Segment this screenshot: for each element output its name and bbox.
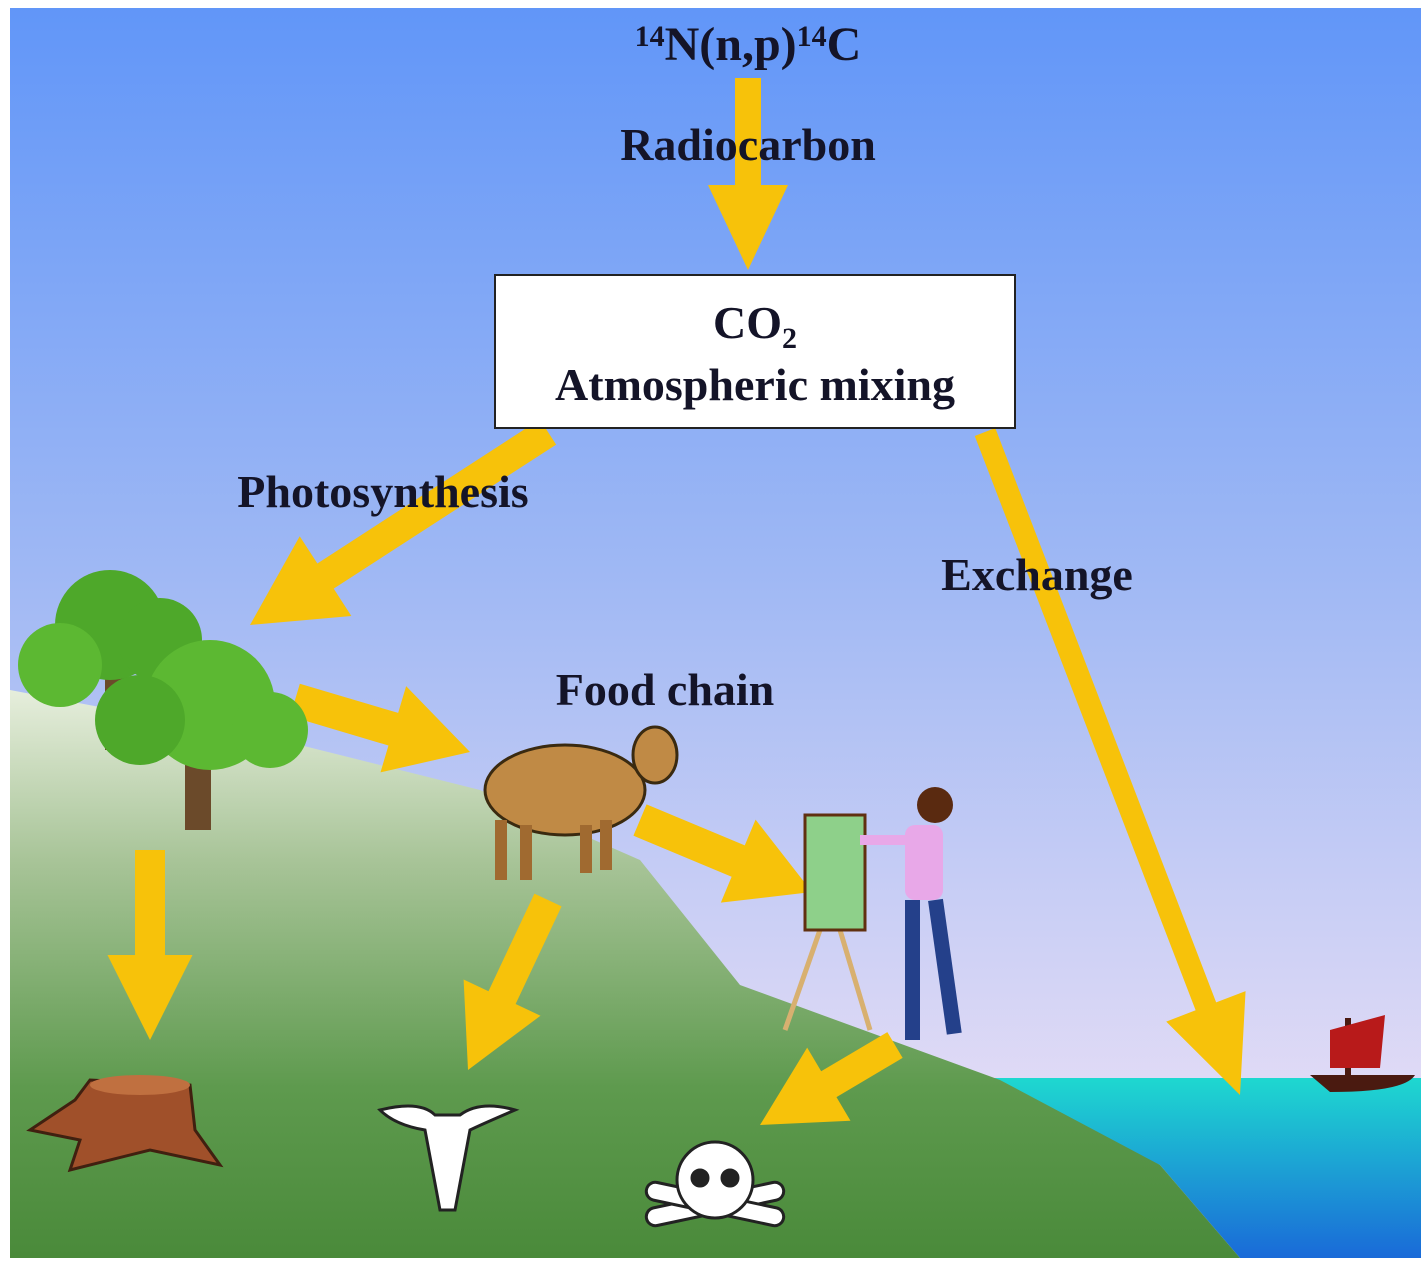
reactant: N(n,p) bbox=[665, 18, 797, 71]
subscript: 2 bbox=[782, 322, 797, 355]
source-label: Radiocarbon bbox=[620, 119, 876, 170]
product: C bbox=[827, 18, 862, 71]
formula: CO bbox=[713, 297, 782, 348]
mass-number: 14 bbox=[797, 20, 827, 53]
diagram: 14N(n,p)14C Radiocarbon CO2 Atmospheric … bbox=[0, 0, 1421, 1261]
mass-number: 14 bbox=[635, 20, 665, 53]
photosynthesis-label: Photosynthesis bbox=[237, 466, 528, 517]
box-label: Atmospheric mixing bbox=[555, 359, 955, 410]
food-chain-label: Food chain bbox=[556, 664, 775, 715]
reaction: 14N(n,p)14C bbox=[635, 18, 862, 71]
exchange-label: Exchange bbox=[941, 549, 1133, 600]
